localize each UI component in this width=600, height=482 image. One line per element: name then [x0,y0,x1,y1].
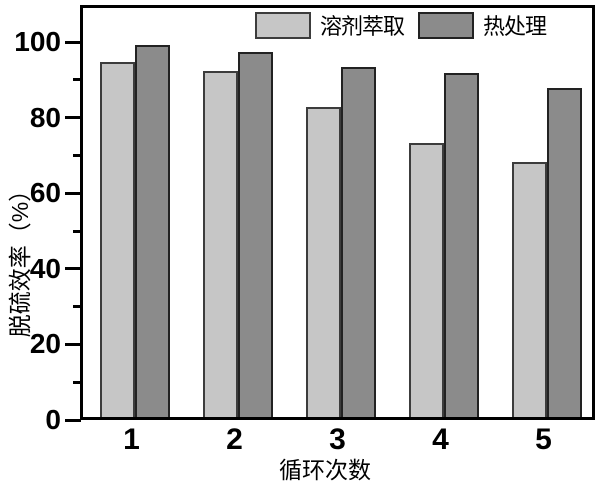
y-tick-label: 100 [14,26,61,57]
bar-series2-cat5 [546,88,582,417]
x-tick-label: 3 [329,423,346,456]
y-tick-label: 0 [45,404,61,435]
legend: 溶剂萃取 热处理 [255,9,547,41]
bar-series1-cat5 [511,161,547,417]
y-tick-major [65,40,81,44]
bar-series2-cat3 [340,67,376,417]
bar-series1-cat3 [305,107,341,417]
legend-label-solvent-extraction: 溶剂萃取 [320,14,405,39]
legend-label-heat-treatment: 热处理 [483,14,547,39]
bar-series2-cat2 [237,52,273,417]
x-tick-label: 5 [535,423,552,456]
y-tick-minor [73,153,81,157]
bar-series1-cat1 [99,61,135,417]
bar-series2-cat4 [443,73,479,417]
x-tick-label: 2 [226,423,243,456]
y-tick-label: 40 [29,252,61,284]
bar-series1-cat2 [202,71,238,417]
x-tick-label: 4 [432,423,449,456]
legend-item-heat-treatment: 热处理 [418,9,547,41]
y-tick-minor [73,305,81,309]
y-tick-label: 20 [29,328,61,360]
legend-swatch-solvent-extraction [255,11,311,39]
y-tick-major [65,342,81,346]
y-tick-label: 80 [29,101,61,133]
bar-series1-cat4 [408,142,444,417]
legend-swatch-heat-treatment [418,11,475,39]
plot-area: 溶剂萃取 热处理 [80,5,595,420]
legend-item-solvent-extraction: 溶剂萃取 [255,9,405,41]
y-tick-major [65,191,81,195]
x-tick-label: 1 [123,423,140,456]
x-axis-title: 循环次数 [279,457,371,482]
y-tick-label: 60 [29,177,61,209]
y-tick-minor [73,380,81,384]
bar-series2-cat1 [134,44,170,417]
y-tick-major [65,418,81,422]
y-tick-minor [73,229,81,233]
y-tick-minor [73,78,81,82]
y-tick-major [65,267,81,271]
y-tick-major [65,116,81,120]
